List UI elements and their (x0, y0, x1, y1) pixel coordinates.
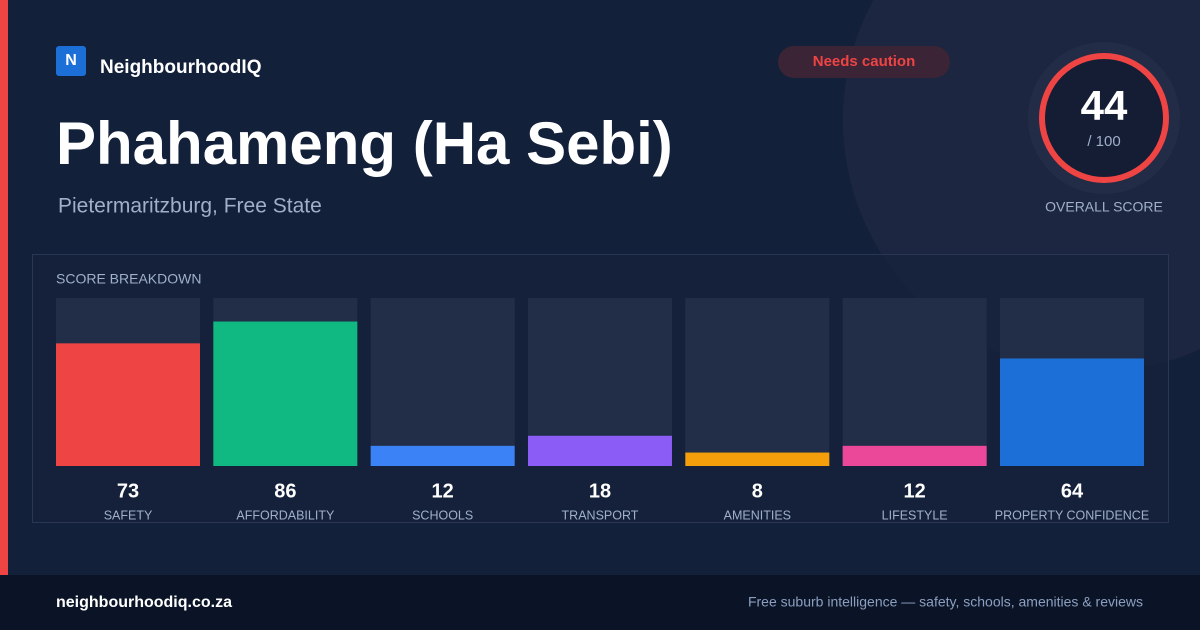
logo (56, 46, 86, 76)
bar (842, 445, 987, 466)
bar-track (842, 298, 987, 466)
bar-track (685, 298, 830, 466)
footer (0, 575, 1200, 630)
value-label: 64 (1061, 480, 1084, 502)
value-label: 18 (589, 480, 611, 502)
bar-track (370, 298, 515, 466)
category-label: TRANSPORT (562, 508, 639, 522)
bar (685, 452, 830, 466)
score-label: OVERALL SCORE (1045, 199, 1163, 215)
bar (527, 435, 672, 466)
category-label: SCHOOLS (412, 508, 473, 522)
value-label: 8 (752, 480, 763, 502)
badge (778, 46, 950, 78)
bar (370, 445, 515, 466)
category-label: AFFORDABILITY (236, 508, 335, 522)
score-value: 44 (1081, 82, 1128, 129)
bar (999, 358, 1144, 466)
badge-text: Needs caution (813, 53, 916, 70)
score-ring (1039, 53, 1169, 183)
footer-url: neighbourhoodiq.co.za (56, 594, 232, 611)
bar (56, 343, 200, 466)
category-label: SAFETY (104, 508, 153, 522)
bars: 73 SAFETY 86 AFFORDABILITY 12 SCHOOLS 18 TRANSP… (56, 298, 1149, 522)
accent-stripe (0, 0, 8, 575)
value-label: 86 (274, 480, 296, 502)
breakdown-title: SCORE BREAKDOWN (56, 271, 201, 287)
value-label: 12 (432, 480, 454, 502)
bar (213, 321, 358, 466)
category-label: LIFESTYLE (882, 508, 948, 522)
logo-letter: N (65, 52, 77, 69)
category-label: AMENITIES (724, 508, 791, 522)
category-label: PROPERTY CONFIDENCE (995, 508, 1149, 522)
footer-tagline: Free suburb intelligence — safety, schoo… (748, 594, 1143, 610)
place-title: Phahameng (Ha Sebi) (56, 110, 673, 177)
score-out-of: / 100 (1087, 133, 1120, 150)
brand-name: NeighbourhoodIQ (100, 57, 261, 78)
value-label: 73 (117, 480, 139, 502)
location: Pietermaritzburg, Free State (58, 195, 322, 218)
value-label: 12 (904, 480, 926, 502)
